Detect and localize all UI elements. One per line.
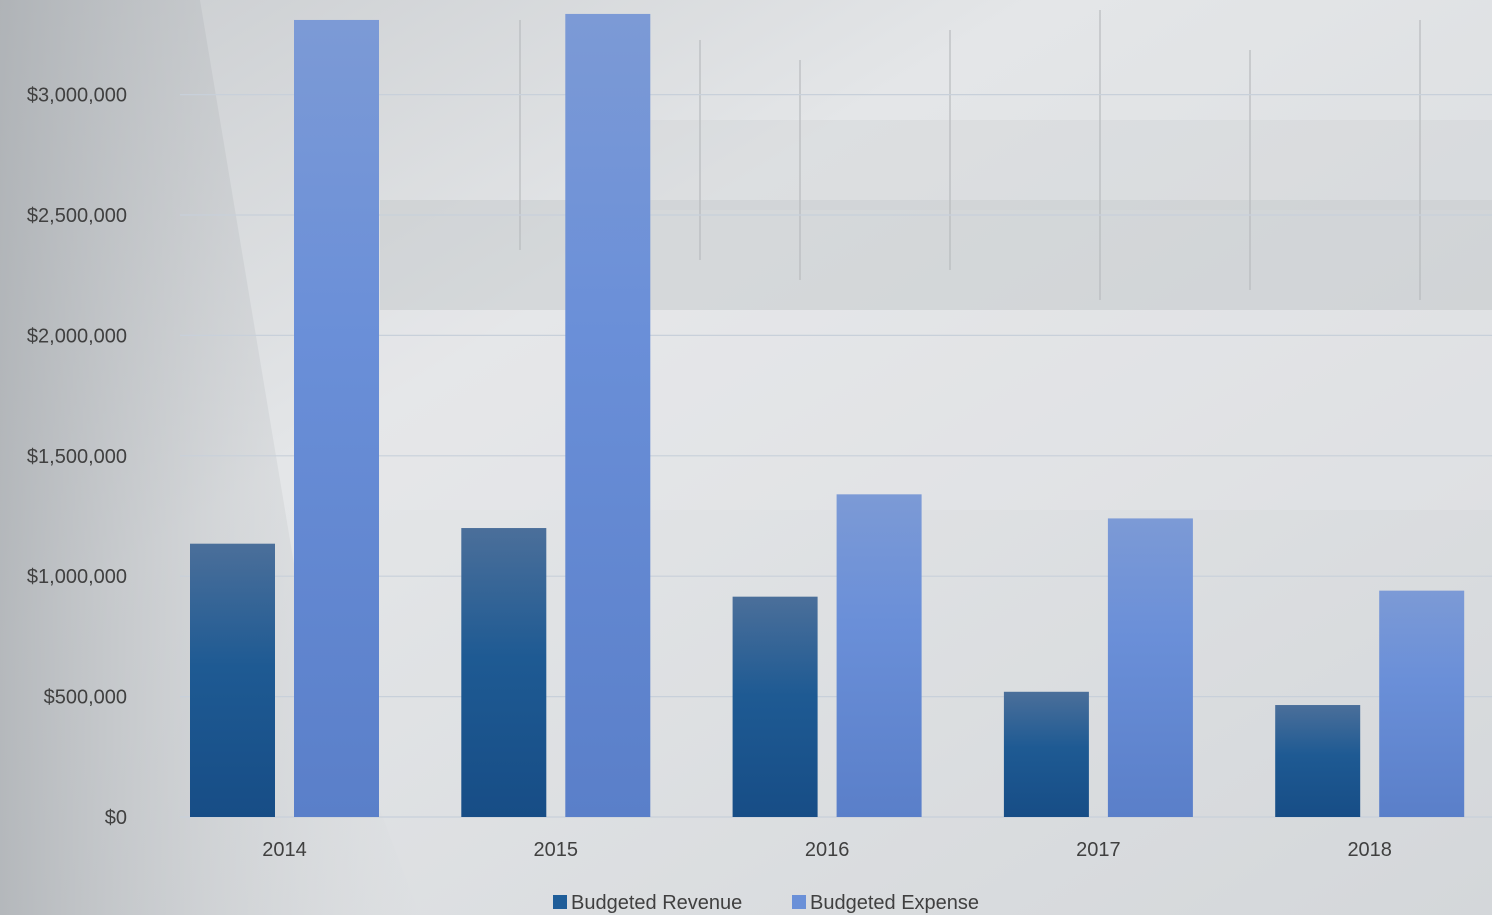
bars — [190, 13, 1465, 817]
y-tick-label: $2,000,000 — [27, 325, 127, 347]
bar-budgeted-revenue-2016 — [732, 596, 818, 817]
legend-swatch — [553, 895, 567, 909]
y-tick-label: $3,000,000 — [27, 85, 127, 107]
y-tick-label: $500,000 — [44, 687, 127, 709]
bar-budgeted-expense-2015 — [565, 13, 651, 817]
bar-budgeted-expense-2014 — [294, 19, 379, 817]
legend-label: Budgeted Revenue — [571, 892, 742, 914]
bar-budgeted-expense-2018 — [1379, 590, 1465, 817]
y-tick-label: $2,500,000 — [27, 205, 127, 227]
bar-budgeted-expense-2016 — [836, 494, 922, 817]
bar-budgeted-revenue-2014 — [190, 543, 275, 817]
bar-budgeted-revenue-2015 — [461, 528, 547, 817]
x-tick-label: 2017 — [1076, 839, 1121, 861]
y-tick-label: $1,000,000 — [27, 566, 127, 588]
x-tick-label: 2018 — [1347, 839, 1392, 861]
x-tick-label: 2016 — [805, 839, 850, 861]
bar-budgeted-revenue-2017 — [1003, 691, 1089, 817]
y-tick-label: $1,500,000 — [27, 446, 127, 468]
x-tick-label: 2015 — [534, 839, 579, 861]
gridlines — [180, 93, 1492, 818]
x-tick-label: 2014 — [262, 839, 307, 861]
bar-budgeted-revenue-2018 — [1275, 705, 1361, 817]
y-axis: $0 $500,000 $1,000,000 $1,500,000 $2,000,000… — [27, 85, 127, 829]
legend: Budgeted Revenue Budgeted Expense — [553, 892, 979, 914]
bar-budgeted-expense-2017 — [1107, 518, 1193, 817]
legend-swatch — [792, 895, 806, 909]
y-tick-label: $0 — [105, 807, 127, 829]
legend-label: Budgeted Expense — [810, 892, 979, 914]
x-axis: 2014 2015 2016 2017 2018 — [262, 839, 1392, 861]
